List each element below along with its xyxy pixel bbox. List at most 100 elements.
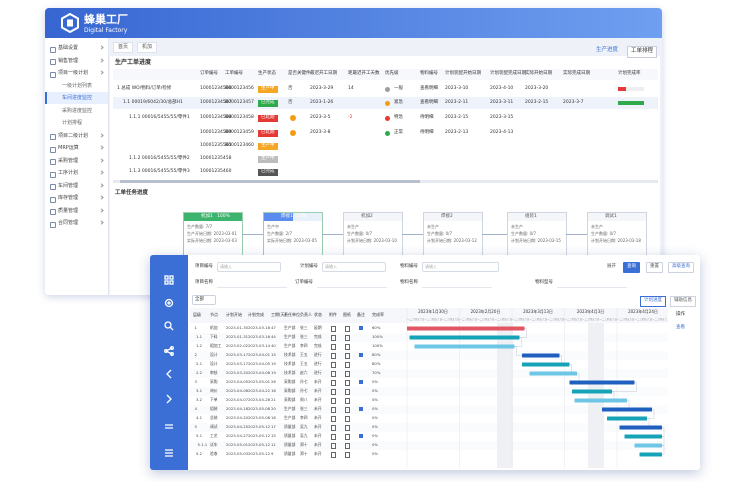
cell: 2023-04-05	[226, 379, 249, 384]
expand-link[interactable]: 展开	[607, 264, 616, 269]
cell: 2023-04-08	[248, 370, 271, 375]
cell: 20	[271, 406, 276, 411]
menu-item[interactable]: 车间管理	[58, 182, 79, 189]
day-label: 一	[407, 318, 410, 321]
submenu-item[interactable]: 采购进度监控	[62, 107, 93, 114]
menu-item[interactable]: 工序计划	[58, 170, 79, 176]
cell: 80%	[372, 361, 381, 366]
cell: 3.1	[196, 388, 203, 393]
cell: 试车	[210, 442, 218, 447]
cell: 2023-2-13	[445, 130, 469, 135]
cell: 0%	[372, 433, 379, 438]
cell: 2023-04-05	[248, 361, 271, 366]
doc-icon	[345, 415, 350, 422]
gantt-header-bg	[405, 308, 668, 323]
gantt-bar	[624, 434, 662, 439]
cell: 2023-04-06	[226, 388, 249, 393]
cell: 17	[271, 424, 276, 429]
cell: 孙七	[300, 379, 308, 384]
menu-item[interactable]: 质量管理	[58, 207, 79, 214]
cell: 2023-05-12	[248, 442, 271, 447]
cell: 未开	[314, 388, 322, 393]
submenu-item[interactable]: 一级计划列表	[62, 82, 93, 89]
cell: 2023-01-31	[226, 334, 249, 339]
filter-input[interactable]	[322, 262, 386, 272]
plan-tab[interactable]: 计划进度	[640, 296, 666, 307]
menu-item[interactable]: 项目一级计划	[58, 70, 89, 76]
menu-icon	[50, 71, 56, 78]
menu-item[interactable]: 项目二级计划	[58, 132, 89, 139]
menu-item[interactable]: 销售管理	[58, 57, 79, 64]
cell: 10001235565	[200, 143, 232, 148]
op-header: 操作	[676, 312, 685, 317]
priority-label: 正常	[394, 130, 403, 135]
day-label: 四	[467, 318, 470, 321]
select-box[interactable]	[192, 295, 216, 305]
flow-progress	[184, 213, 242, 221]
input-placeholder: 请输入	[220, 264, 232, 269]
cell: 2023-1-26	[310, 100, 334, 105]
column-header: 负责人	[300, 312, 312, 317]
cell: 5.1	[196, 433, 203, 438]
plan-tab[interactable]: 辅助信息	[670, 296, 696, 307]
view-tab[interactable]: 工单排程	[627, 46, 658, 58]
column-header: 最迟开工日期	[310, 71, 337, 76]
row-stripe	[190, 422, 668, 432]
cell: 张三	[300, 406, 308, 411]
key-icon	[290, 130, 296, 136]
filter-button[interactable]: 重置	[646, 262, 663, 273]
menu-icon	[50, 146, 56, 153]
flow-head-bg	[264, 213, 322, 221]
note-icon	[359, 406, 363, 411]
menu-item[interactable]: MRP运算	[58, 145, 79, 151]
filter-button[interactable]: 查询	[623, 262, 640, 273]
day-label: 四	[415, 318, 418, 321]
menu-icon	[50, 159, 56, 165]
column-header: 优先级	[385, 71, 399, 76]
cell: 王五	[300, 352, 308, 357]
day-label: 五	[662, 318, 665, 321]
day-label: 五	[557, 318, 560, 321]
cell: 验收	[210, 451, 218, 456]
filter-input[interactable]	[422, 262, 499, 272]
day-label: 一	[425, 318, 428, 321]
day-label: 六	[665, 317, 668, 321]
menu-item[interactable]: 采购管理	[58, 157, 79, 164]
day-label: 三	[465, 318, 468, 321]
cell: 80%	[372, 352, 381, 357]
flow-line: 实际开始日期: 2023-03-03	[187, 238, 237, 243]
submenu-item[interactable]: 计划排程	[62, 120, 83, 126]
breadcrumb-tab[interactable]: 首页	[113, 42, 134, 53]
view-tab[interactable]: 生产进度	[596, 47, 619, 53]
flow-line: 未生产	[511, 224, 523, 229]
status-badge: 已延期	[258, 114, 278, 122]
cell: 生产部	[284, 415, 296, 420]
column-header: 物料编号	[420, 71, 438, 76]
cell: 70%	[372, 370, 381, 375]
breadcrumb-tab[interactable]: 机加	[137, 42, 158, 53]
menu-item[interactable]: 库存管理	[58, 195, 79, 201]
status-badge: 生产中	[258, 142, 278, 150]
column-header: 完成率	[372, 312, 384, 317]
filter-button[interactable]: 高级查询	[668, 262, 694, 273]
cell: 2023-03-17	[226, 361, 249, 366]
cell: 未开	[314, 406, 322, 411]
top-bar	[45, 8, 662, 38]
submenu-item[interactable]: 车间进度监控	[62, 95, 93, 101]
op-link[interactable]: 查看	[676, 325, 685, 330]
flow-line: 计划开始日期: 2023-03-18	[591, 238, 641, 243]
status-badge: 生产中	[258, 85, 278, 93]
cell: 3	[194, 379, 197, 384]
filter-underline	[557, 287, 627, 288]
cell: 质量部	[284, 424, 296, 429]
day-label: 二	[550, 318, 553, 321]
doc-icon	[345, 370, 350, 377]
menu-item[interactable]: 合同管理	[58, 220, 79, 226]
doc-icon	[345, 442, 350, 449]
day-label: 三	[552, 318, 555, 321]
menu-item[interactable]: 基础设置	[58, 45, 79, 51]
day-label: 日	[562, 318, 564, 321]
filter-input[interactable]	[217, 262, 281, 272]
cell: 10001234568	[200, 115, 232, 120]
week-label: 2023年1月30日	[418, 308, 448, 314]
